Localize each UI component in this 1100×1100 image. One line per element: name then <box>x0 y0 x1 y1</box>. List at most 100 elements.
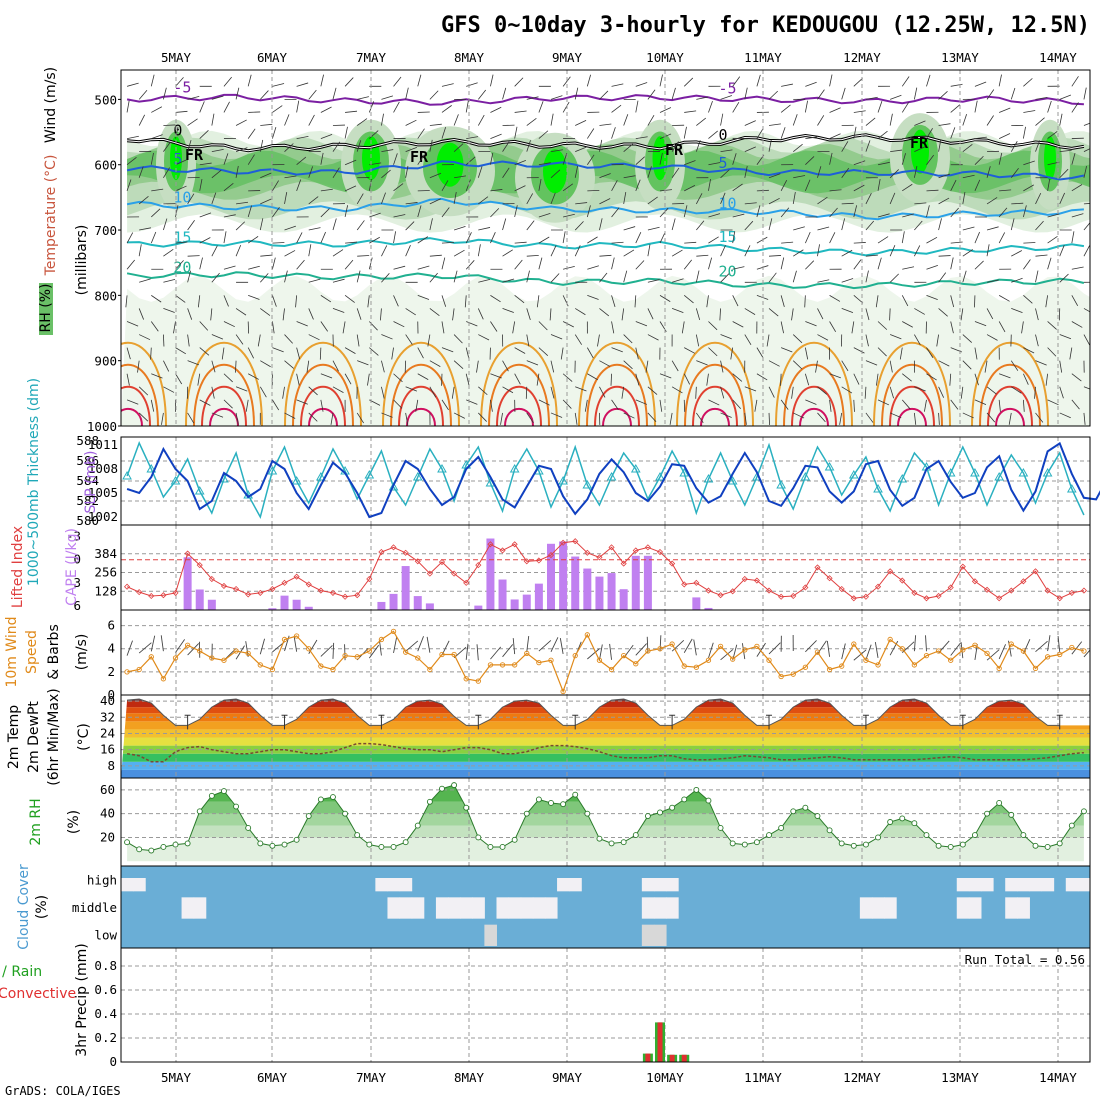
rh-marker <box>608 840 615 847</box>
temp-contour-boundary-layer <box>791 386 837 426</box>
wind-barb <box>611 207 620 218</box>
wind-barb <box>902 373 912 382</box>
wind-speed-marker <box>911 662 918 668</box>
wind-barb <box>308 334 320 341</box>
wind-barb <box>998 152 1003 165</box>
y-tick-label-li: -3 <box>66 529 81 544</box>
wind-barb <box>720 386 725 399</box>
rh-marker <box>838 840 845 847</box>
wind-barb <box>465 156 476 166</box>
wind-speed-marker <box>318 663 324 669</box>
wind-barb <box>381 412 393 418</box>
temp-contour-boundary-layer <box>775 341 853 426</box>
cloud-cell <box>520 897 534 919</box>
li-marker <box>305 581 312 588</box>
wind-barb <box>841 218 846 231</box>
wind-barb <box>563 266 575 270</box>
wind-speed-marker <box>172 655 179 661</box>
wind-barb <box>514 295 525 304</box>
wind-barb <box>427 334 431 347</box>
rh-marker <box>862 841 869 848</box>
rh-line <box>126 784 1085 852</box>
wind-barb <box>284 225 296 231</box>
wind-barb <box>465 425 467 426</box>
wind-speed-marker <box>269 666 276 673</box>
wind-speed-marker <box>730 656 736 662</box>
wind-barb <box>768 255 782 257</box>
thickness-marker <box>1018 467 1029 477</box>
wind-speed-marker <box>366 648 372 654</box>
wind-barb <box>647 244 651 257</box>
wind-barb <box>369 130 379 139</box>
wind-barb <box>950 83 963 87</box>
wind-barb <box>308 89 317 100</box>
wind-barb <box>441 207 450 218</box>
wind-barb <box>635 156 645 166</box>
wind-barb <box>805 399 817 405</box>
ylabel-thickness: 1000~500mb Thickness (dm) <box>26 378 42 586</box>
wind-barb <box>902 266 915 270</box>
temp-contour-boundary-layer <box>971 341 1049 426</box>
wind-barb <box>817 334 829 341</box>
rh-marker <box>802 804 809 811</box>
cloud-cell <box>968 878 982 892</box>
wind-barb <box>635 260 645 270</box>
wind-barb <box>998 133 1011 139</box>
wind-barb <box>247 373 259 380</box>
rh-marker <box>790 808 797 815</box>
wind-barb <box>1071 295 1079 307</box>
precip-convective-bar <box>681 1054 687 1062</box>
wind-speed-marker <box>342 653 348 659</box>
y-tick-label-thickness: 588 <box>76 433 99 448</box>
wind-barb <box>1011 250 1023 257</box>
wind-barb <box>877 399 890 406</box>
wind-barb <box>296 82 309 87</box>
wind-barb <box>151 188 164 192</box>
wind-barb <box>720 334 732 340</box>
wind-barb <box>1059 149 1072 153</box>
wind-barb <box>1071 266 1084 270</box>
wind-barb <box>441 257 446 270</box>
wind-barb <box>902 213 914 218</box>
wind-barb <box>211 272 220 283</box>
wind-barb <box>599 139 603 152</box>
wind-barb <box>853 259 862 270</box>
wind-barb <box>405 87 409 100</box>
wind-barb <box>429 386 437 398</box>
wind-barb <box>248 425 249 426</box>
wind-barb <box>1071 76 1079 87</box>
wind-barb <box>272 295 277 307</box>
wind-barb <box>599 360 611 367</box>
wind-barb <box>708 425 709 426</box>
temp-contour-boundary-layer <box>799 408 829 426</box>
thickness-marker <box>776 479 786 489</box>
wind-barb <box>913 412 917 425</box>
wind-barb <box>1011 308 1023 314</box>
wind-barb <box>696 360 708 366</box>
wind-barb <box>211 360 216 373</box>
rh-marker <box>475 834 482 841</box>
wind-speed-marker <box>923 653 930 659</box>
wind-barb <box>320 399 324 412</box>
wind-barb <box>1035 360 1047 366</box>
wind-barb-10m <box>1022 638 1031 654</box>
wind-barb <box>490 373 502 379</box>
li-marker <box>281 579 288 586</box>
wind-barb <box>744 412 747 425</box>
wind-barb <box>889 308 891 321</box>
wind-barb <box>853 205 858 218</box>
wind-barb <box>599 272 608 283</box>
wind-barb <box>260 254 273 257</box>
wind-barb <box>744 165 748 178</box>
cloud-cell <box>641 878 655 892</box>
wind-barb <box>924 399 927 412</box>
wind-barb <box>950 425 952 426</box>
thickness-marker <box>388 481 399 491</box>
wind-barb <box>430 439 441 443</box>
wind-barb-10m <box>720 649 734 661</box>
wind-speed-marker <box>960 647 966 653</box>
rh-marker <box>572 791 579 798</box>
wind-barb-10m <box>138 642 152 654</box>
wind-barb <box>659 232 666 244</box>
